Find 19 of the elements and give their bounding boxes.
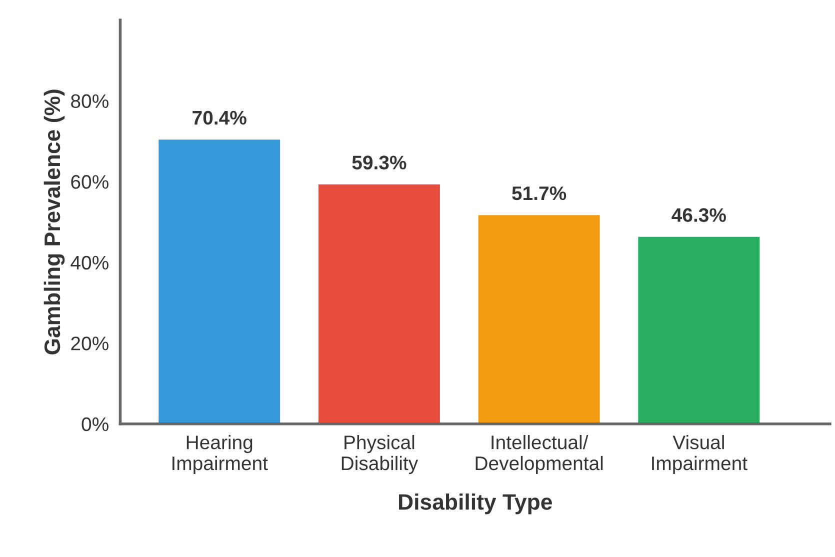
y-tick-label: 60% (71, 175, 108, 189)
y-tick-label: 0% (82, 417, 108, 432)
data-label: 59.3% (352, 156, 406, 170)
x-tick-label: Visual Impairment (652, 434, 748, 474)
y-axis-title: Gambling Prevalence (%) (44, 90, 65, 354)
bar (478, 215, 600, 424)
x-axis-title: Disability Type (399, 494, 552, 514)
data-label: 46.3% (672, 208, 726, 222)
y-tick-label: 40% (70, 256, 108, 270)
data-label: 70.4% (192, 110, 246, 125)
x-tick-label: Physical Disability (342, 434, 418, 474)
bar (158, 140, 280, 424)
x-tick-label: Intellectual/ Developmental (476, 434, 603, 474)
y-tick-label: 20% (71, 336, 108, 350)
x-tick-label: Hearing Impairment (172, 434, 268, 474)
data-label: 51.7% (512, 186, 566, 200)
y-tick-label: 80% (71, 94, 108, 108)
bar (318, 184, 440, 424)
bar (638, 236, 760, 424)
